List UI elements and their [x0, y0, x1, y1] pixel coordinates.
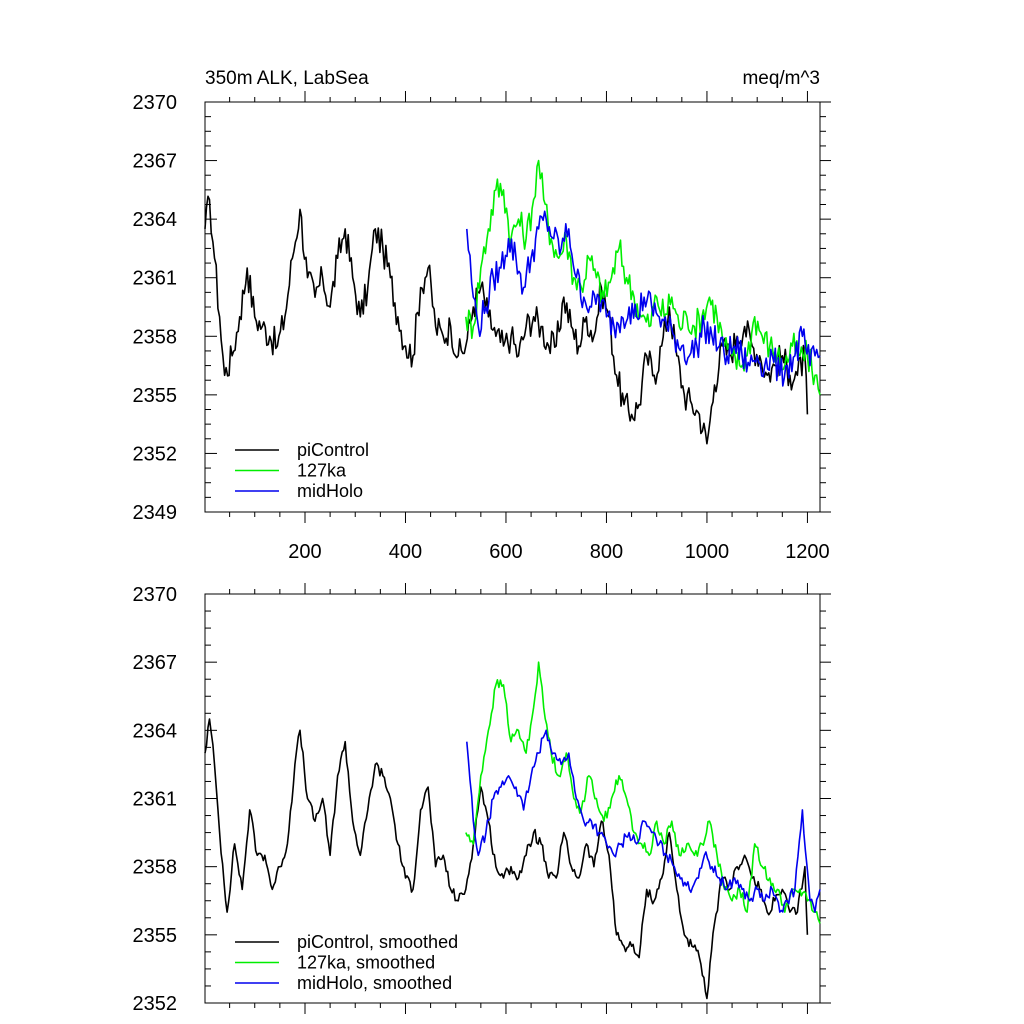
legend-label: midHolo, smoothed [297, 973, 452, 993]
series-line-127ka [465, 159, 821, 396]
legend-label: piControl [297, 440, 369, 460]
series-line-picontrol [204, 195, 809, 445]
y-tick-label: 2358 [133, 326, 178, 348]
panel-bottom: 2352 2355 2358 2361 2364 2367 2370 piControl, s… [133, 583, 831, 1015]
series-line-midholo [466, 210, 821, 387]
series-line-picontrol-smoothed [204, 718, 809, 1000]
series-line-midholo-smoothed [466, 729, 821, 913]
x-tick-label: 1000 [685, 541, 730, 563]
panel-top-units: meq/m^3 [742, 68, 820, 89]
y-tick-label: 2358 [133, 857, 178, 879]
y-tick-label: 2361 [133, 789, 178, 811]
y-tick-label: 2370 [133, 584, 178, 606]
x-tick-label: 600 [489, 541, 522, 563]
panel-top-title: 350m ALK, LabSea [205, 68, 369, 89]
y-tick-label: 2367 [133, 151, 178, 173]
x-tick-label: 1200 [785, 541, 830, 563]
y-tick-label: 2364 [133, 209, 178, 231]
y-tick-label: 2370 [133, 92, 178, 114]
x-tick-label: 200 [288, 541, 321, 563]
y-tick-label: 2364 [133, 720, 178, 742]
y-tick-label: 2352 [133, 443, 178, 465]
y-tick-label: 2349 [133, 502, 178, 524]
y-tick-label: 2355 [133, 925, 178, 947]
y-tick-label: 2355 [133, 385, 178, 407]
legend-label: 127ka [297, 461, 347, 481]
x-tick-label: 800 [590, 541, 623, 563]
x-tick-label: 400 [389, 541, 422, 563]
series-line-127ka-smoothed [465, 661, 821, 924]
legend-label: midHolo [297, 481, 363, 501]
y-tick-label: 2367 [133, 652, 178, 674]
legend-label: piControl, smoothed [297, 932, 458, 952]
y-tick-label: 2361 [133, 268, 178, 290]
y-tick-label: 2352 [133, 993, 178, 1015]
panel-top: 350m ALK, LabSea meq/m^3 200 400 600 800 100… [133, 68, 831, 563]
legend-label: 127ka, smoothed [297, 953, 435, 973]
